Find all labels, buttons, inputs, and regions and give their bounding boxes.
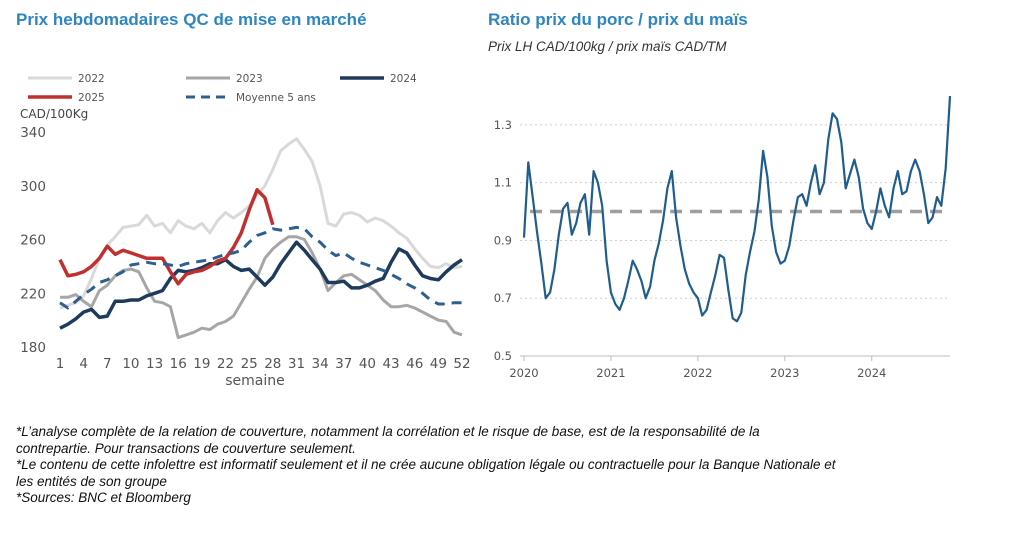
legend-item-2025: 2025 bbox=[28, 92, 105, 104]
legend-label: 2025 bbox=[78, 92, 105, 104]
legend-label: 2022 bbox=[78, 73, 105, 85]
y-tick-label: 1.1 bbox=[494, 176, 512, 190]
x-tick-label: 46 bbox=[406, 356, 423, 372]
x-tick-label: 2020 bbox=[509, 366, 538, 380]
x-tick-label: 37 bbox=[335, 356, 352, 372]
legend-item-moyenne-5-ans: Moyenne 5 ans bbox=[186, 92, 316, 104]
y-unit-label: CAD/100Kg bbox=[20, 107, 88, 121]
series-line-moyenne-5-ans bbox=[59, 225, 462, 310]
right-chart-title: Ratio prix du porc / prix du maïs bbox=[488, 10, 748, 29]
right-chart-subtitle: Prix LH CAD/100kg / prix maïs CAD/TM bbox=[488, 39, 727, 54]
footnote-disclaimer: *Le contenu de cette infolettre est info… bbox=[16, 457, 836, 489]
x-tick-label: 2022 bbox=[683, 366, 712, 380]
weekly-prices-chart: CAD/100Kg 180 220 260 300 340 1 4 7 10 13 16 19 22 25 2… bbox=[20, 73, 471, 389]
x-axis-label: semaine bbox=[225, 373, 285, 389]
y-tick-label: 180 bbox=[20, 340, 46, 356]
x-tick-label: 4 bbox=[79, 356, 88, 372]
y-tick-label: 220 bbox=[20, 286, 46, 302]
footnote-hedging: *L’analyse complète de la relation de co… bbox=[16, 424, 760, 456]
legend-label: 2023 bbox=[236, 73, 263, 85]
x-tick-label: 1 bbox=[56, 356, 65, 372]
left-chart-title: Prix hebdomadaires QC de mise en marché bbox=[16, 10, 367, 29]
series-line-ratio bbox=[522, 95, 952, 323]
footnotes: *L’analyse complète de la relation de co… bbox=[16, 424, 836, 507]
x-tick-label: 10 bbox=[122, 356, 139, 372]
y-tick-label: 0.7 bbox=[494, 291, 512, 305]
x-tick-label: 31 bbox=[288, 356, 305, 372]
x-tick-label: 28 bbox=[264, 356, 281, 372]
x-tick-label: 49 bbox=[430, 356, 447, 372]
series-line-2023 bbox=[60, 235, 463, 340]
hog-corn-ratio-chart: 0.5 0.7 0.9 1.1 1.3 2020 2021 2022 2023 2024 bbox=[494, 95, 952, 380]
y-tick-label: 0.9 bbox=[494, 233, 512, 247]
x-tick-label: 34 bbox=[312, 356, 329, 372]
y-tick-label: 340 bbox=[20, 125, 46, 141]
y-tick-label: 300 bbox=[20, 179, 46, 195]
y-tick-label: 1.3 bbox=[494, 118, 512, 132]
x-tick-label: 7 bbox=[103, 356, 112, 372]
legend-item-2022: 2022 bbox=[28, 73, 105, 85]
y-tick-label: 260 bbox=[20, 233, 46, 249]
x-tick-label: 16 bbox=[170, 356, 187, 372]
x-tick-label: 2024 bbox=[857, 366, 886, 380]
footnote-sources: *Sources: BNC et Bloomberg bbox=[16, 490, 191, 505]
legend-label: Moyenne 5 ans bbox=[236, 92, 316, 104]
y-tick-label: 0.5 bbox=[494, 349, 512, 363]
legend-item-2024: 2024 bbox=[340, 73, 417, 85]
series-line-2024 bbox=[59, 240, 463, 330]
x-tick-label: 2021 bbox=[596, 366, 625, 380]
x-tick-label: 19 bbox=[193, 356, 210, 372]
x-tick-label: 2023 bbox=[770, 366, 799, 380]
x-tick-label: 52 bbox=[453, 356, 470, 372]
x-tick-label: 25 bbox=[241, 356, 258, 372]
x-tick-label: 22 bbox=[217, 356, 234, 372]
x-tick-label: 43 bbox=[382, 356, 399, 372]
x-tick-label: 40 bbox=[359, 356, 376, 372]
series-line-2022 bbox=[59, 137, 463, 310]
x-tick-label: 13 bbox=[146, 356, 163, 372]
legend-label: 2024 bbox=[390, 73, 417, 85]
legend-item-2023: 2023 bbox=[186, 73, 263, 85]
